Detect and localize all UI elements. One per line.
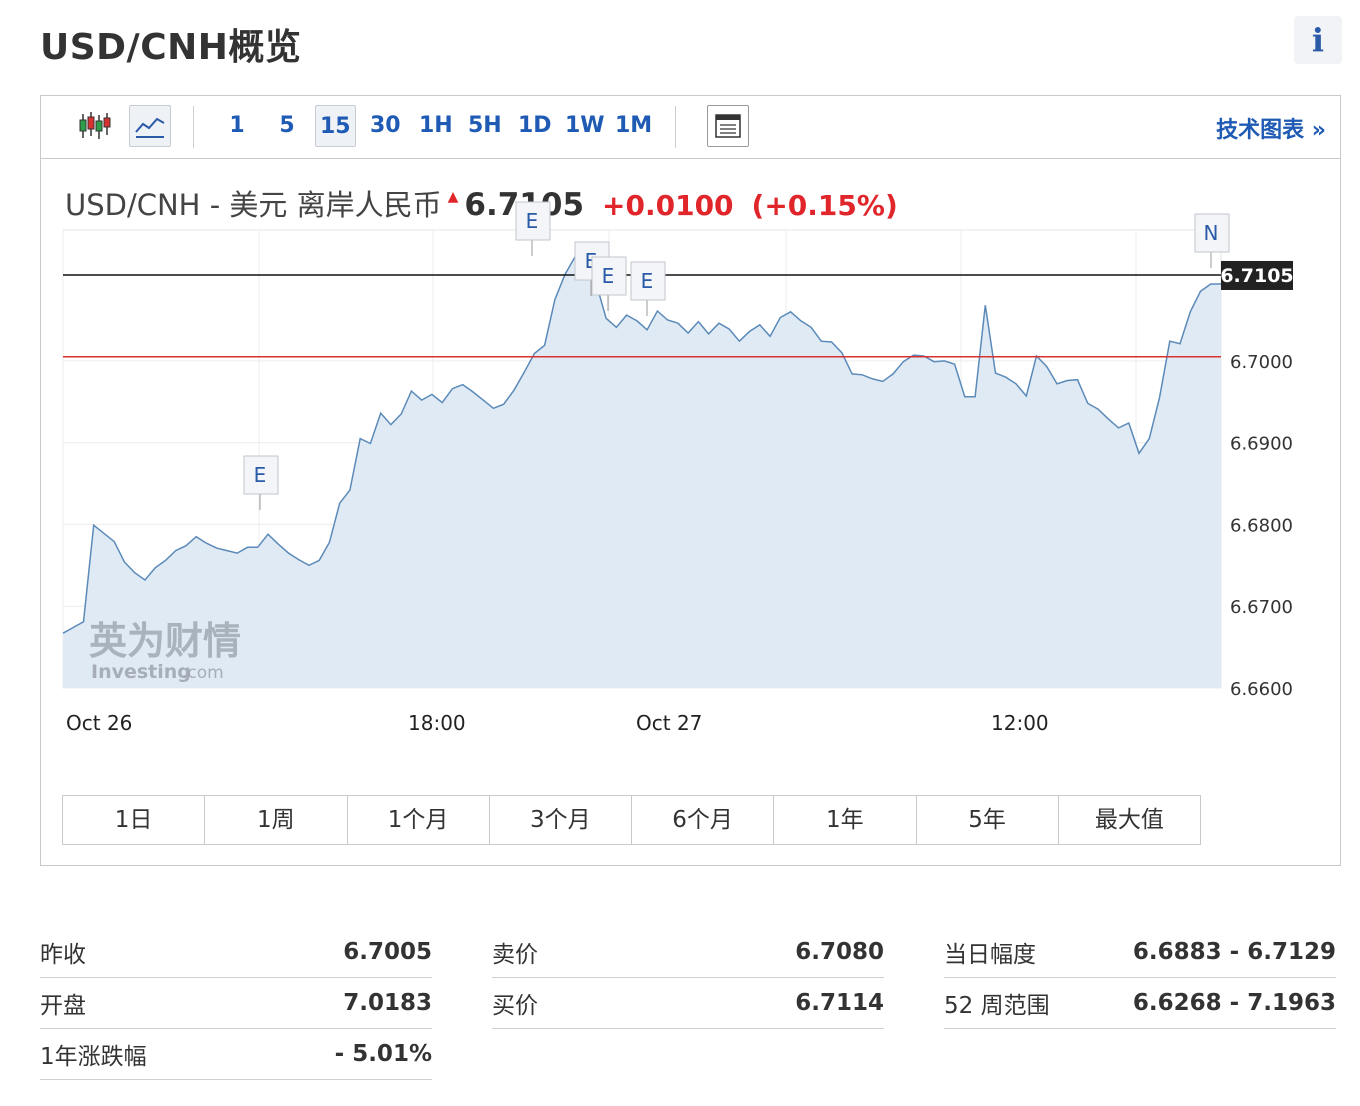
timeframe-1d[interactable]: 1D [518,113,552,138]
stat-label: 52 周范围 [944,993,1050,1019]
timeframe-30[interactable]: 30 [370,113,401,138]
timeframe-5[interactable]: 5 [279,113,295,138]
stat-label: 买价 [492,993,538,1019]
event-marker-label: E [254,463,267,487]
stat-label: 卖价 [492,942,538,968]
technical-chart-link[interactable]: 技术图表 » [1216,118,1326,143]
stat-1y-change: 1年涨跌幅 - 5.01% [40,1029,432,1080]
area-chart-icon[interactable] [129,105,171,147]
event-marker-label: E [641,269,654,293]
period-tab-1d[interactable]: 1日 [63,796,206,844]
candlestick-icon[interactable] [73,105,115,147]
y-tick-label: 6.7000 [1230,352,1293,373]
watermark-brand-en: Investing [91,661,191,683]
timeframe-1w[interactable]: 1W [565,113,605,138]
period-tab-6m[interactable]: 6个月 [632,796,775,844]
stat-value: 7.0183 [343,990,432,1016]
event-marker-flag [591,256,627,296]
event-marker-label: E [602,264,615,288]
stat-value: 6.6268 - 7.1963 [1132,990,1336,1016]
x-tick-label: Oct 27 [636,711,702,735]
instrument-name: USD/CNH - 美元 离岸人民币 [65,188,442,222]
stat-value: 6.7080 [795,939,884,965]
timeframe-5h[interactable]: 5H [468,113,502,138]
chart-toolbar: 1 5 15 30 1H 5H 1D 1W 1M 技术图表 » [41,96,1340,159]
current-price-tag [1221,260,1293,290]
event-marker-flag [1194,213,1230,253]
stat-bid: 卖价 6.7080 [492,927,884,978]
stat-value: 6.7114 [795,990,884,1016]
period-tab-1w[interactable]: 1周 [205,796,348,844]
price-chart[interactable]: 6.7105 6.6600 6.6700 6.6800 6.6900 6.7000 Oct … [41,96,1340,786]
event-marker-label: N [1204,221,1219,245]
event-marker-label: E [526,209,539,233]
period-tabs: 1日 1周 1个月 3个月 6个月 1年 5年 最大值 [62,795,1201,845]
timeframe-1[interactable]: 1 [229,113,245,138]
watermark-brand-cn: 英为财情 [89,619,241,663]
stat-value: 6.6883 - 6.7129 [1132,939,1336,965]
calendar-icon[interactable] [707,105,749,147]
timeframe-15[interactable]: 15 [315,105,356,147]
price-line [62,254,1221,634]
event-marker-flag [243,455,279,495]
stat-label: 1年涨跌幅 [40,1044,147,1070]
timeframe-1m[interactable]: 1M [615,113,653,138]
y-tick-label: 6.6700 [1230,597,1293,618]
price-change-percent: (+0.15%) [751,189,898,222]
watermark-suffix: .com [182,663,224,683]
stat-label: 开盘 [40,993,86,1019]
period-tab-3m[interactable]: 3个月 [490,796,632,844]
page-title: USD/CNH概览 [40,27,302,68]
stat-label: 当日幅度 [944,942,1036,968]
event-marker-flag [630,261,666,301]
period-tab-1m[interactable]: 1个月 [348,796,490,844]
period-tab-1y[interactable]: 1年 [774,796,917,844]
toolbar-separator [193,106,194,148]
stats-column-2: 卖价 6.7080 买价 6.7114 [492,927,884,1029]
timeframe-1h[interactable]: 1H [419,113,453,138]
price-area [63,256,1221,688]
stat-ask: 买价 6.7114 [492,978,884,1029]
y-tick-label: 6.6900 [1230,434,1293,455]
stats-column-1: 昨收 6.7005 开盘 7.0183 1年涨跌幅 - 5.01% [40,927,432,1080]
x-tick-label: 18:00 [408,711,466,735]
stat-prev-close: 昨收 6.7005 [40,927,432,978]
info-icon[interactable]: i [1294,16,1342,64]
up-arrow-icon: ▲ [447,189,459,205]
toolbar-separator [675,106,676,148]
event-marker-flag [515,201,551,241]
stat-label: 昨收 [40,942,86,968]
stat-day-range: 当日幅度 6.6883 - 6.7129 [944,927,1336,978]
period-tab-5y[interactable]: 5年 [917,796,1059,844]
chart-widget: 1 5 15 30 1H 5H 1D 1W 1M 技术图表 » USD/CNH … [40,95,1341,866]
stat-value: - 5.01% [334,1041,432,1067]
y-tick-label: 6.6600 [1230,679,1293,700]
stat-open: 开盘 7.0183 [40,978,432,1029]
x-tick-label: 12:00 [991,711,1049,735]
current-price-label: 6.7105 [1220,265,1293,287]
x-tick-label: Oct 26 [66,711,132,735]
stats-column-3: 当日幅度 6.6883 - 6.7129 52 周范围 6.6268 - 7.196… [944,927,1336,1029]
price-change: +0.0100 [602,189,734,222]
y-tick-label: 6.6800 [1230,515,1293,536]
period-tab-max[interactable]: 最大值 [1094,807,1164,833]
stat-value: 6.7005 [343,939,432,965]
stat-52w-range: 52 周范围 6.6268 - 7.1963 [944,978,1336,1029]
